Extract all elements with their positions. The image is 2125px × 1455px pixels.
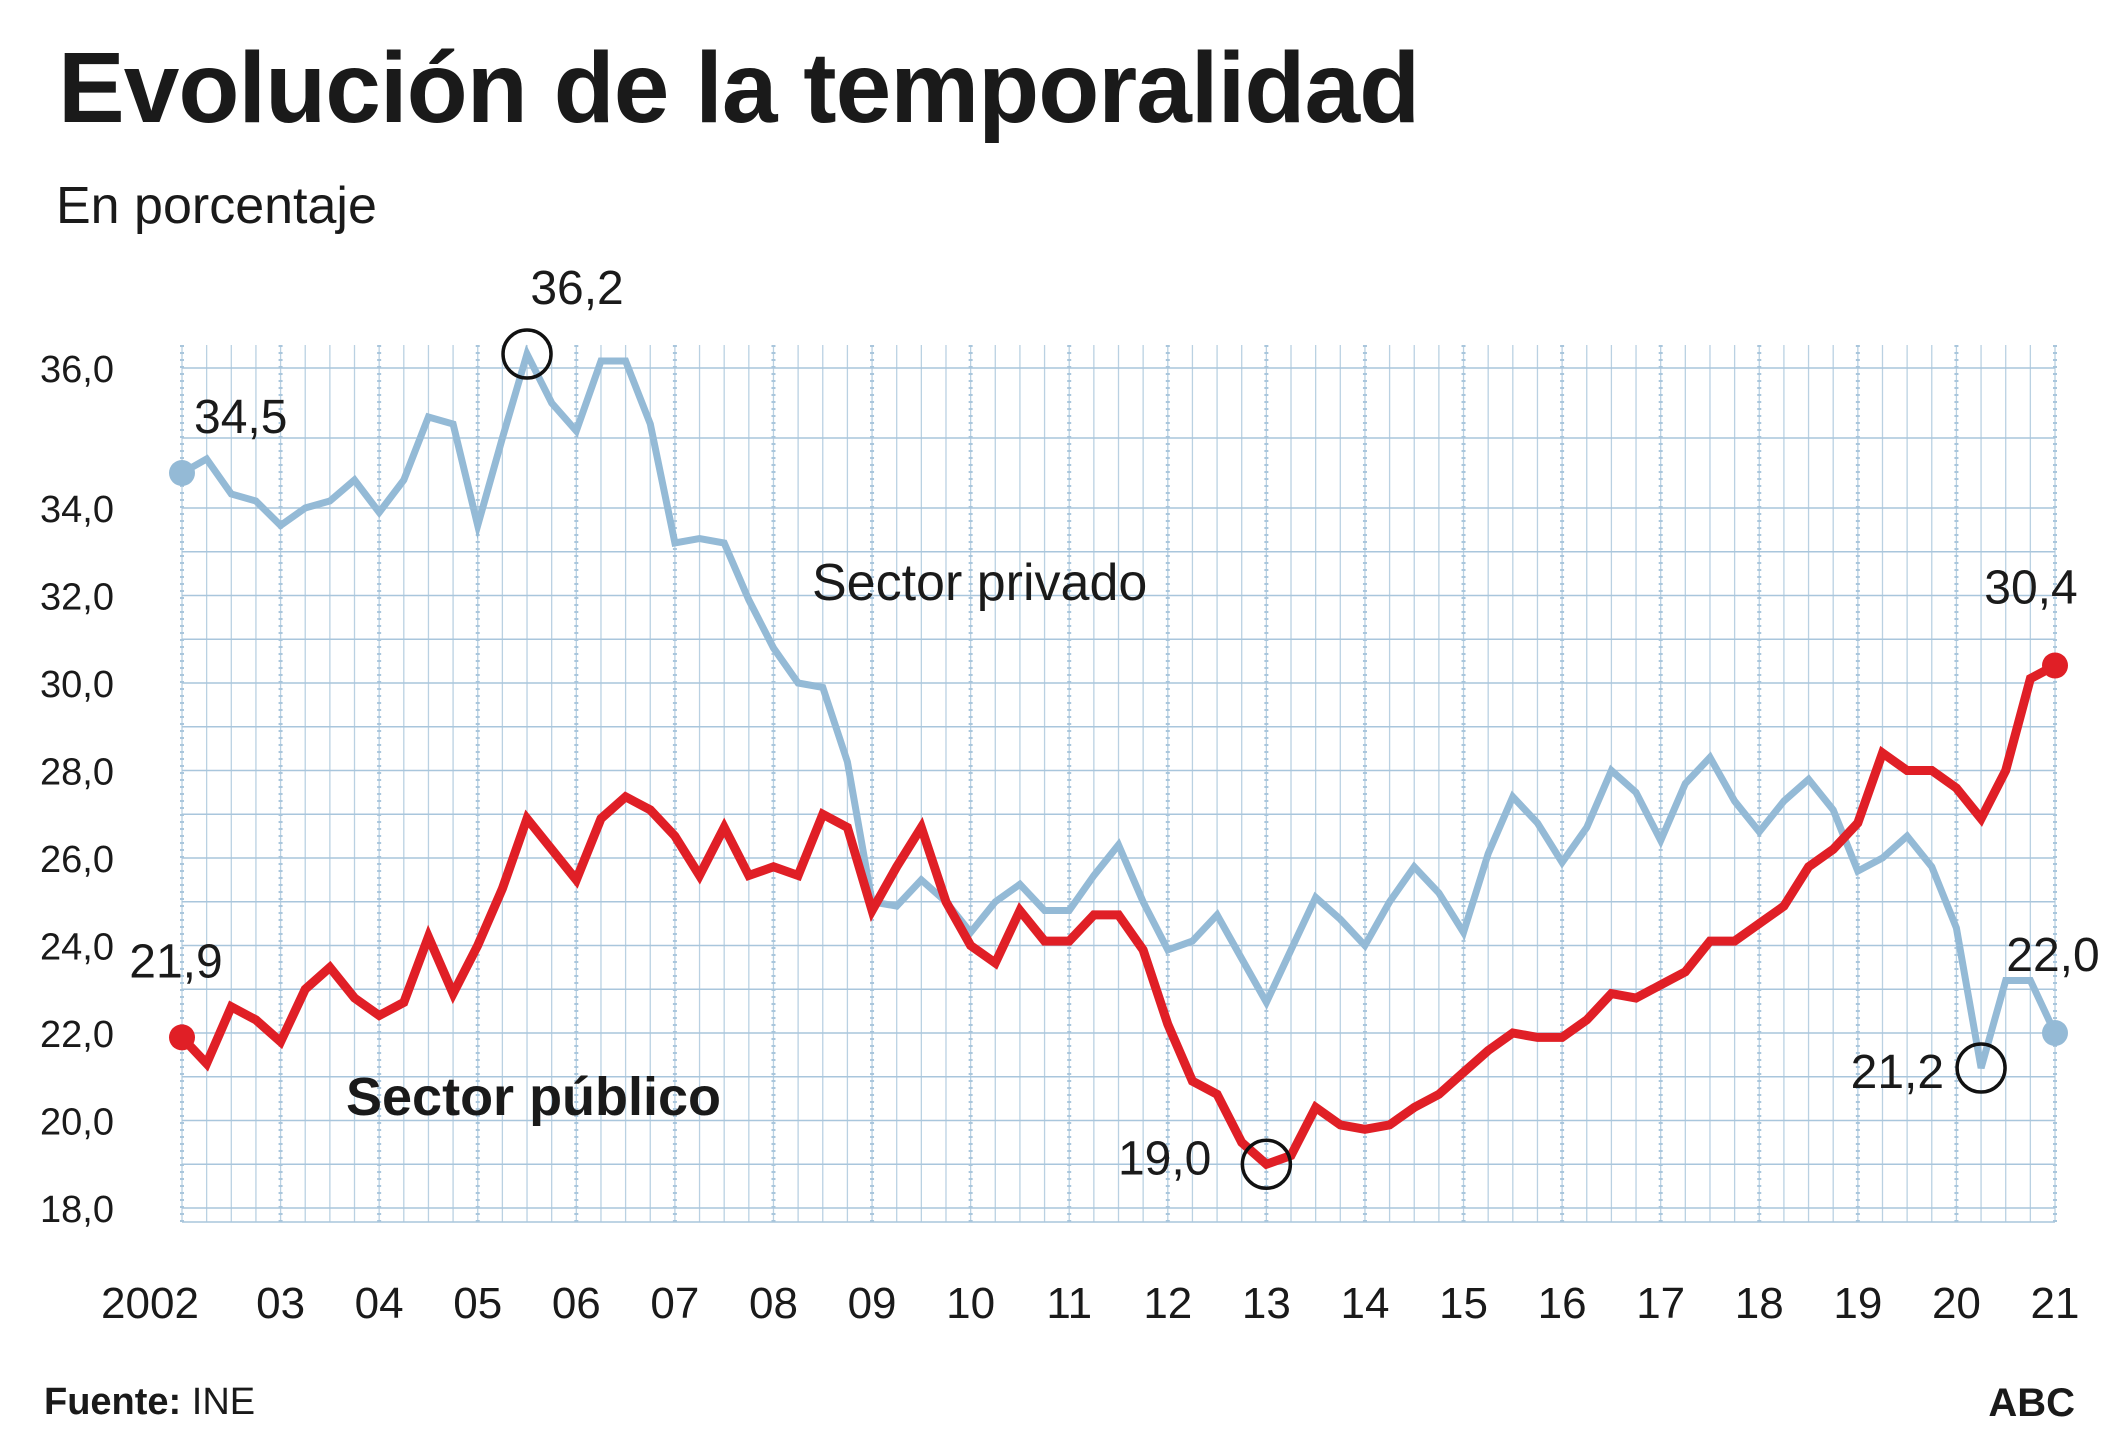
series-label-privado: Sector privado [812,554,1147,612]
data-value-label: 19,0 [1118,1132,1211,1185]
series-labels: Sector privado Sector público [346,554,1147,1127]
y-tick-label: 24,0 [40,927,114,969]
series-line-privado [178,344,2059,1069]
x-tick-label: 17 [1636,1279,1685,1328]
x-tick-label: 16 [1538,1279,1587,1328]
data-value-label: 36,2 [530,262,623,315]
x-tick-label: 04 [355,1279,404,1328]
x-tick-label: 14 [1340,1279,1389,1328]
y-tick-label: 28,0 [40,752,114,794]
series-label-publico: Sector público [346,1067,721,1127]
chart-subtitle: En porcentaje [56,177,377,235]
y-tick-label: 36,0 [40,349,114,391]
y-tick-label: 26,0 [40,839,114,881]
series-line-publico [177,661,2060,1170]
x-tick-label: 09 [848,1279,897,1328]
x-tick-label: 12 [1143,1279,1192,1328]
highlight-circle-marker [1240,1138,1293,1190]
x-tick-label: 07 [650,1279,699,1328]
data-value-label: 21,9 [129,935,222,988]
y-axis-labels: 18,0 20,0 22,0 24,0 26,0 28,0 30,0 32,0 34,0 36,0 [40,349,114,1231]
x-tick-label: 21 [2031,1279,2080,1328]
x-tick-label: 2002 [101,1279,199,1328]
x-tick-label: 08 [749,1279,798,1328]
source-label: Fuente: [44,1381,182,1423]
x-tick-label: 03 [256,1279,305,1328]
data-value-label: 22,0 [2006,929,2099,982]
x-tick-label: 20 [1932,1279,1981,1328]
x-tick-label: 05 [453,1279,502,1328]
x-tick-label: 13 [1242,1279,1291,1328]
chart-title: Evolución de la temporalidad [58,32,1420,144]
data-point-marker [2042,1020,2068,1046]
x-axis-labels: 2002 03 04 05 06 07 08 09 10 11 12 13 14 15 16 17 18 19 20… [101,1279,2079,1328]
data-value-label: 34,5 [194,391,287,444]
annotations: 34,5 36,2 21,2 22,0 21,9 19,0 30,4 [129,262,2100,1190]
data-point-marker [169,460,195,486]
y-tick-label: 32,0 [40,577,114,619]
data-point-marker [169,1024,195,1051]
data-point-marker [2042,652,2068,679]
x-tick-label: 15 [1439,1279,1488,1328]
source-value: INE [191,1381,256,1423]
x-tick-label: 19 [1833,1279,1882,1328]
data-value-label: 21,2 [1851,1046,1944,1099]
data-value-label: 30,4 [1984,562,2077,615]
source-note: Fuente: INE [44,1383,255,1421]
brand-logo-text: ABC [1988,1381,2075,1425]
x-tick-label: 11 [1046,1279,1092,1328]
y-tick-label: 20,0 [40,1102,114,1144]
x-tick-label: 06 [552,1279,601,1328]
y-tick-label: 34,0 [40,489,114,531]
highlight-circle-marker [1955,1042,2007,1094]
x-tick-label: 18 [1735,1279,1784,1328]
y-tick-label: 22,0 [40,1014,114,1056]
y-tick-label: 18,0 [40,1189,114,1231]
chart-grid [180,345,2057,1223]
highlight-circle-marker [501,328,553,380]
x-tick-label: 10 [946,1279,995,1328]
series-lines [177,344,2060,1170]
y-tick-label: 30,0 [40,664,114,706]
